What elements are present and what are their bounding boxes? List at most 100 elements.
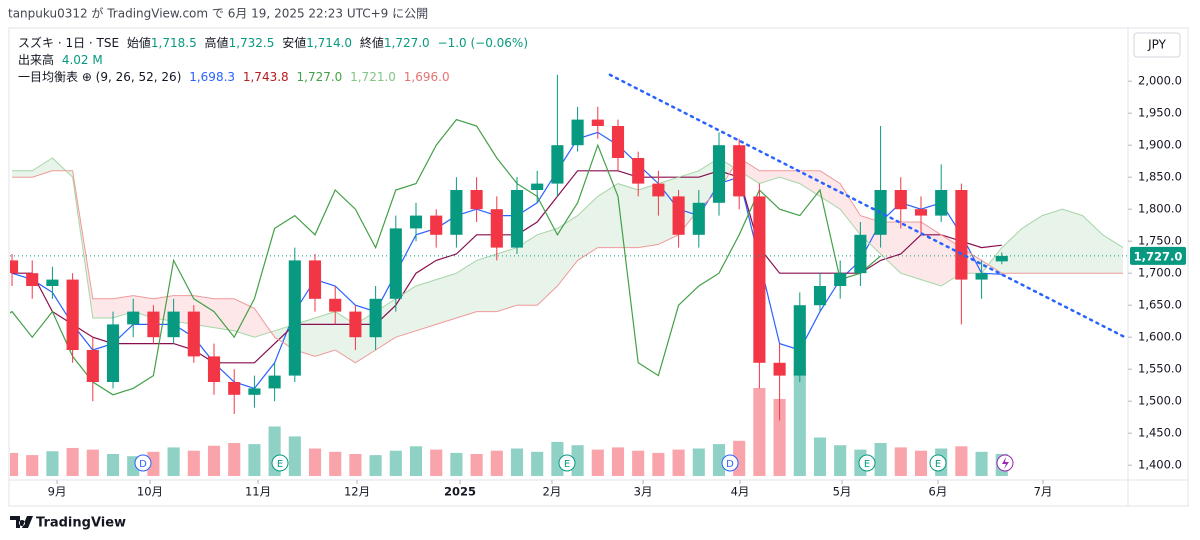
volume-bar (975, 451, 988, 476)
x-tick-label: 12月 (344, 485, 370, 499)
event-label: E (277, 459, 283, 470)
candle-body (632, 158, 645, 184)
cloud-fill (779, 170, 800, 184)
volume-bar (389, 450, 402, 476)
cloud-fill (840, 183, 861, 235)
brand-name: TradingView (36, 516, 126, 531)
cloud-fill (617, 183, 639, 248)
candle-body (329, 298, 342, 312)
candle-body (652, 183, 665, 197)
dividend-marker[interactable] (134, 454, 152, 472)
cloud-fill (799, 170, 820, 197)
y-tick-label: 1,750.0 (1138, 234, 1182, 248)
y-tick-label: 2,000.0 (1138, 74, 1182, 88)
candle-body (167, 311, 180, 338)
currency-box[interactable] (1133, 32, 1181, 58)
y-tick-label: 1,900.0 (1138, 138, 1182, 152)
span_b-line (12, 157, 1123, 364)
candle-body (450, 190, 463, 235)
volume-bar (632, 450, 645, 476)
open: 1,718.5 (151, 36, 197, 50)
candle-body (692, 202, 705, 235)
event-markers: D E E E D E (134, 454, 1014, 472)
cloud-fill (1021, 215, 1043, 274)
event-label: E (864, 459, 870, 470)
volume-bar (955, 446, 968, 476)
ichimoku-value: 1,743.8 (243, 70, 289, 84)
candle-body (813, 286, 827, 306)
volume-bar (813, 437, 827, 476)
currency: JPY (1147, 38, 1167, 52)
volume-bar (450, 452, 463, 476)
candle-body (935, 190, 948, 216)
candle-body (490, 209, 503, 248)
volume-bar (894, 447, 907, 476)
candle-body (349, 311, 362, 338)
candle-body (591, 119, 604, 126)
candle-body (187, 311, 200, 357)
low-name: 安値 (282, 35, 306, 50)
candle-body (955, 190, 968, 280)
candle-body (975, 273, 988, 280)
ichimoku-name: 一目均衡表 ⊕ (9, 26, 52, 26) (18, 70, 181, 84)
legend-line-1: スズキ · 1日 · TSE 始値1,718.5 高値1,732.5 安値1,7… (18, 35, 528, 50)
cloud-fill (1042, 209, 1063, 274)
candle-body (995, 255, 1008, 262)
candle-body (46, 279, 59, 286)
candle-body (369, 298, 382, 338)
y-tick-label: 1,950.0 (1138, 106, 1182, 120)
candle-body (409, 215, 423, 229)
x-tick-label: 4月 (731, 485, 750, 499)
volume-bar (187, 450, 200, 476)
y-tick-label: 1,450.0 (1138, 426, 1182, 440)
volume-bar (914, 450, 928, 476)
x-tick-label: 10月 (137, 485, 163, 499)
volume-bar (106, 454, 120, 476)
y-tick-label: 1,400.0 (1138, 458, 1182, 472)
cloud-fill (819, 170, 841, 210)
event-label: D (726, 459, 734, 470)
volume: 4.02 M (62, 53, 103, 67)
y-tick-label: 1,850.0 (1138, 170, 1182, 184)
candle-body (672, 196, 685, 235)
candle-body (66, 279, 79, 350)
x-tick-label: 5月 (833, 485, 852, 499)
close: 1,727.0 (384, 36, 430, 50)
earnings-marker[interactable] (858, 454, 876, 472)
volume-bar (510, 448, 524, 476)
cloud-fill (436, 273, 457, 325)
open-name: 始値 (127, 35, 151, 50)
volume-bar (207, 445, 221, 476)
candle-body (228, 382, 241, 395)
volume-bar (611, 447, 625, 476)
dividend-marker[interactable] (721, 454, 739, 472)
cloud-fill (416, 279, 437, 331)
volume-bar (591, 449, 604, 476)
cloud-fill (1082, 215, 1103, 274)
volume-bar (430, 449, 443, 476)
earnings-marker[interactable] (929, 454, 947, 472)
volume-bar (288, 436, 301, 476)
ichimoku-value: 1,696.0 (404, 70, 450, 84)
candle-body (106, 324, 120, 382)
volume-bar (349, 454, 362, 476)
volume-bar (167, 447, 180, 476)
axes: 1,400.0 1,450.0 1,500.0 1,550.0 1,600.0 1,650… (48, 74, 1186, 499)
earnings-marker[interactable] (558, 454, 576, 472)
volume-name: 出来高 (18, 52, 54, 67)
volume-bar (571, 445, 584, 476)
earnings-marker[interactable] (271, 454, 289, 472)
cloud-fill (1001, 228, 1022, 274)
volume-bar (409, 446, 423, 476)
ichimoku-value: 1,727.0 (297, 70, 343, 84)
x-tick-label: 6月 (929, 485, 948, 499)
candle-body (268, 375, 281, 389)
volume-bar (652, 452, 665, 476)
volume-bar (672, 449, 685, 476)
change: −1.0 (−0.06%) (438, 36, 529, 50)
brand-logo (10, 516, 33, 528)
chikou-line (10, 118, 881, 396)
cloud-fill (537, 228, 558, 306)
